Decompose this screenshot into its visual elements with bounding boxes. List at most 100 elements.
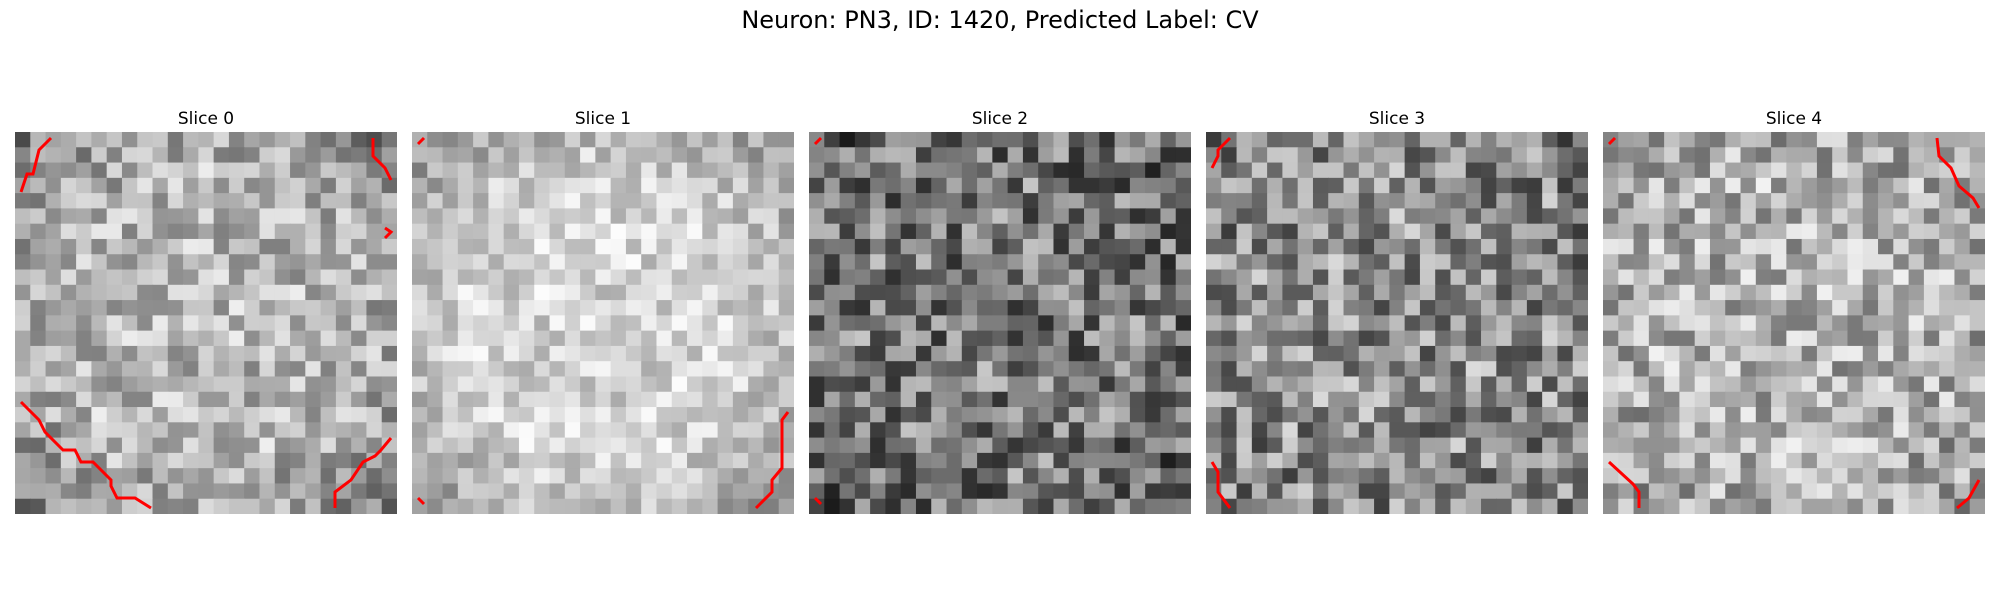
pixel (60, 162, 77, 179)
pixel (1236, 422, 1253, 439)
pixel (656, 162, 673, 179)
pixel (1145, 407, 1162, 423)
pixel (839, 193, 856, 209)
pixel (1465, 361, 1482, 378)
pixel (1939, 147, 1956, 164)
pixel (961, 345, 978, 362)
pixel (213, 315, 230, 332)
pixel (641, 269, 658, 286)
slice-panel-1: Slice 1 (412, 106, 794, 514)
pixel (900, 284, 917, 301)
pixel (1435, 284, 1452, 301)
pixel (1251, 468, 1268, 485)
pixel (183, 376, 199, 393)
pixel (1526, 330, 1543, 347)
pixel (1312, 177, 1329, 194)
pixel (198, 132, 215, 148)
pixel (625, 422, 642, 439)
pixel (1419, 162, 1436, 179)
pixel (900, 376, 917, 393)
pixel (1939, 193, 1956, 209)
pixel (977, 132, 993, 148)
pixel (763, 147, 780, 164)
pixel (1007, 391, 1024, 408)
pixel (1847, 483, 1864, 500)
pixel (1251, 483, 1268, 500)
pixel (412, 177, 428, 194)
pixel (1343, 391, 1360, 408)
pixel (854, 300, 871, 316)
pixel (1771, 407, 1787, 423)
pixel (1679, 284, 1696, 301)
pixel (290, 162, 306, 179)
pixel (946, 238, 963, 255)
pixel (152, 132, 169, 148)
pixel (213, 300, 230, 316)
pixel (1312, 422, 1329, 439)
pixel (1419, 407, 1436, 423)
pixel (1862, 452, 1879, 469)
pixel (748, 391, 765, 408)
pixel (1328, 193, 1345, 209)
pixel (412, 376, 428, 393)
pixel (30, 345, 47, 362)
pixel (1236, 391, 1253, 408)
pixel (213, 452, 230, 469)
pixel (1618, 376, 1635, 393)
pixel (30, 132, 47, 148)
pixel (1450, 376, 1467, 393)
pixel (656, 391, 673, 408)
pixel (1328, 132, 1345, 148)
pixel (549, 300, 566, 316)
pixel (167, 147, 184, 164)
pixel (1343, 223, 1360, 240)
pixel (1129, 223, 1146, 240)
pixel (1129, 345, 1146, 362)
pixel (1251, 284, 1268, 301)
pixel (290, 254, 306, 271)
pixel (1450, 330, 1467, 347)
pixel (763, 376, 780, 393)
pixel (30, 193, 47, 209)
pixel (320, 315, 337, 332)
pixel (1709, 193, 1726, 209)
pixel (1557, 269, 1574, 286)
pixel (412, 238, 428, 255)
pixel (1435, 208, 1452, 225)
pixel (1099, 208, 1116, 225)
pixel (213, 238, 230, 255)
pixel (595, 132, 612, 148)
pixel (60, 300, 77, 316)
pixel (381, 315, 397, 332)
pixel (687, 269, 703, 286)
pixel (1221, 208, 1238, 225)
pixel (977, 223, 993, 240)
pixel (1389, 238, 1406, 255)
pixel (320, 254, 337, 271)
pixel (457, 407, 474, 423)
pixel (1511, 407, 1528, 423)
pixel (1312, 208, 1329, 225)
pixel (1419, 315, 1436, 332)
pixel (1664, 483, 1680, 500)
pixel (1572, 238, 1588, 255)
pixel (1816, 422, 1833, 439)
pixel (1282, 132, 1299, 148)
pixel (1816, 238, 1833, 255)
pixel (610, 345, 627, 362)
pixel (45, 300, 62, 316)
pixel (931, 193, 948, 209)
pixel (442, 132, 459, 148)
pixel (198, 345, 215, 362)
pixel (228, 132, 245, 148)
pixel (671, 238, 688, 255)
pixel (1908, 132, 1925, 148)
pixel (885, 483, 902, 500)
pixel (412, 330, 428, 347)
pixel (1389, 407, 1406, 423)
pixel (931, 238, 948, 255)
pixel (564, 284, 581, 301)
pixel (1603, 269, 1619, 286)
pixel (45, 132, 62, 148)
pixel (1251, 407, 1268, 423)
